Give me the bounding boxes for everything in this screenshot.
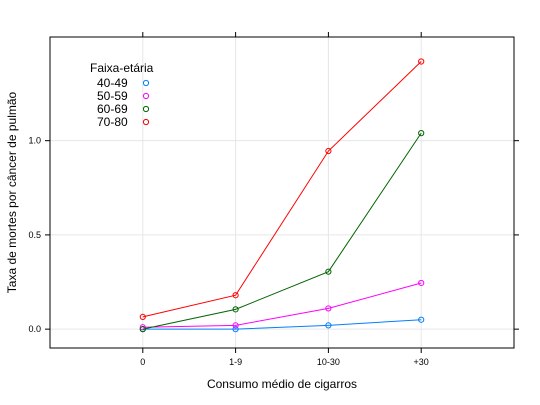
- data-point: [325, 268, 332, 275]
- series-60-69: [139, 130, 425, 333]
- data-point: [418, 130, 425, 137]
- x-axis-label: Consumo médio de cigarros: [207, 377, 357, 391]
- data-point: [139, 324, 146, 331]
- legend-marker: [142, 92, 150, 100]
- y-tick-label: 0.5: [28, 230, 41, 240]
- legend-marker: [142, 105, 150, 113]
- x-tick-label: 10-30: [317, 357, 340, 367]
- ticks-layer: 0 1-9 10-30 +30 0.0 0.5 1.0: [28, 32, 519, 367]
- legend-marker: [142, 79, 150, 87]
- data-point: [232, 322, 239, 329]
- x-tick-label: 0: [140, 357, 145, 367]
- data-point: [232, 292, 239, 299]
- data-point: [232, 326, 239, 333]
- grid-layer: [50, 37, 514, 348]
- data-point: [418, 58, 425, 65]
- legend-label: 70-80: [97, 115, 128, 129]
- legend-label: 60-69: [97, 102, 128, 116]
- data-point: [418, 316, 425, 323]
- legend-label: 50-59: [97, 89, 128, 103]
- series-line: [142, 282, 422, 328]
- legend-title: Faixa-etária: [90, 61, 154, 75]
- legend-label: 40-49: [97, 76, 128, 90]
- data-point: [139, 313, 146, 320]
- data-point: [325, 322, 332, 329]
- data-point: [325, 147, 332, 155]
- series-layer: [139, 58, 425, 333]
- plot-frame: [49, 36, 515, 349]
- y-tick-label: 0.0: [28, 324, 41, 334]
- series-line: [142, 132, 422, 330]
- data-point: [325, 305, 332, 312]
- data-point: [139, 326, 146, 333]
- x-tick-label: 1-9: [229, 357, 242, 367]
- x-tick-label: +30: [414, 357, 429, 367]
- series-50-59: [139, 279, 425, 331]
- legend-marker: [142, 118, 150, 126]
- series-line: [142, 319, 422, 330]
- series-line: [142, 61, 422, 318]
- series-70-80: [139, 58, 425, 320]
- data-point: [418, 279, 425, 287]
- y-tick-label: 1.0: [28, 136, 41, 146]
- y-axis-label: Taxa de mortes por câncer de pulmão: [5, 91, 19, 293]
- data-point: [232, 306, 239, 313]
